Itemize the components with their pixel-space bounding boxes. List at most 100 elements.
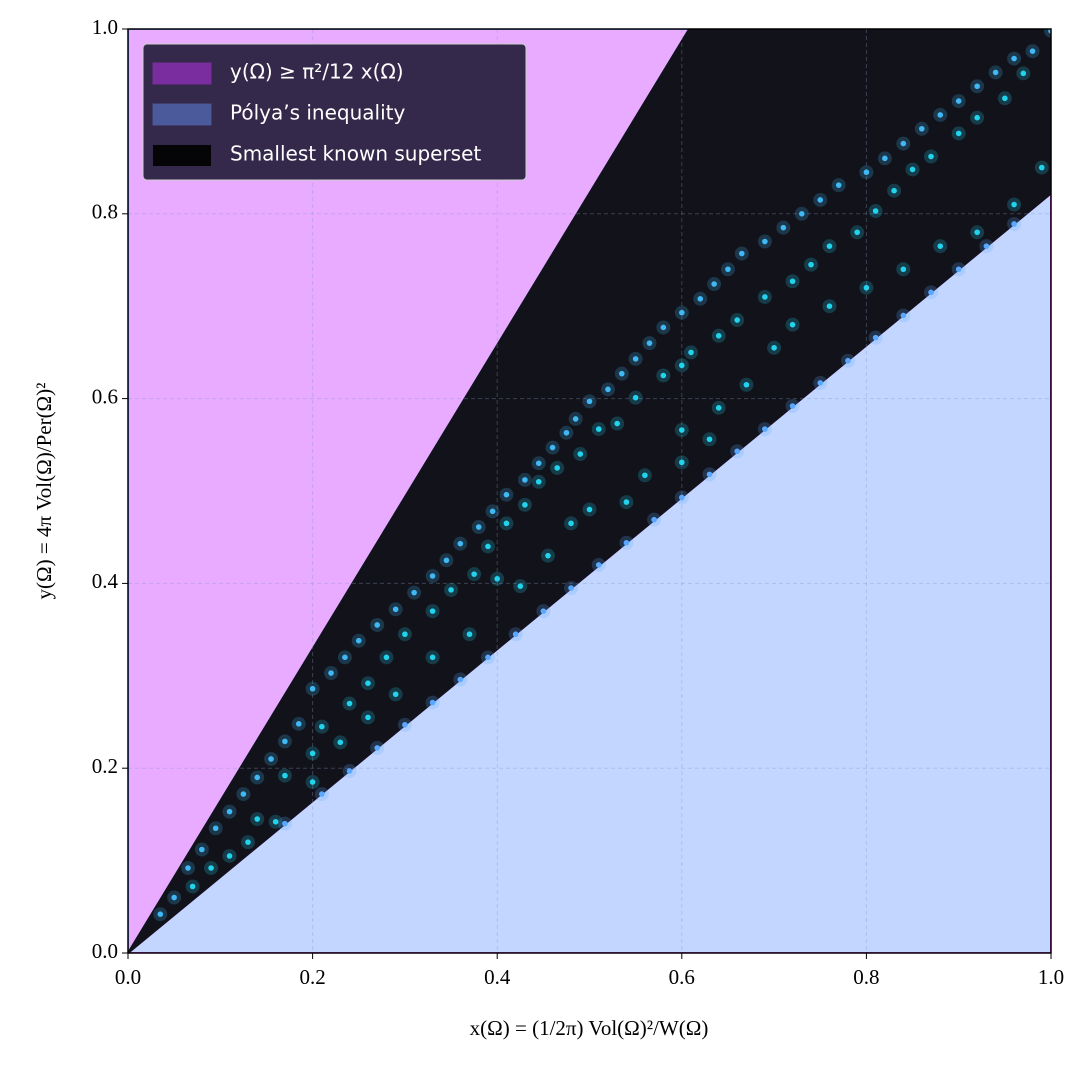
point	[872, 208, 879, 214]
point	[411, 589, 417, 596]
point	[503, 491, 510, 498]
point	[679, 362, 685, 369]
point	[457, 540, 464, 547]
point	[1011, 221, 1017, 227]
x-tick-label: 0.2	[299, 965, 325, 989]
x-tick-label: 1.0	[1038, 965, 1064, 989]
point	[309, 750, 316, 757]
point	[429, 608, 436, 614]
point	[789, 278, 796, 285]
point	[185, 865, 191, 871]
point	[928, 289, 934, 296]
point	[660, 324, 667, 331]
point	[646, 340, 653, 346]
point	[918, 125, 925, 132]
point	[992, 69, 999, 76]
point	[642, 472, 648, 479]
point	[605, 386, 611, 393]
point	[817, 197, 824, 203]
point	[614, 420, 620, 427]
point	[679, 494, 685, 501]
point	[226, 853, 233, 859]
point	[268, 756, 274, 762]
point	[471, 571, 477, 577]
point	[882, 155, 888, 162]
point	[189, 883, 196, 890]
point	[706, 436, 713, 443]
point	[485, 543, 491, 550]
point	[711, 281, 717, 287]
point	[485, 654, 491, 661]
point	[928, 153, 934, 160]
y-axis-label: y(Ω) = 4π Vol(Ω)/Per(Ω)²	[32, 383, 56, 600]
point	[734, 317, 740, 323]
point	[854, 229, 860, 236]
point	[346, 768, 353, 774]
point	[798, 211, 805, 217]
point	[295, 721, 302, 727]
point	[697, 296, 704, 302]
point	[679, 427, 685, 433]
point	[780, 224, 787, 231]
plot-area	[128, 29, 1051, 953]
point	[983, 243, 990, 249]
x-tick-label: 0.0	[115, 965, 141, 989]
point	[512, 631, 519, 638]
point	[374, 622, 381, 628]
point	[660, 372, 667, 379]
point	[586, 398, 593, 405]
point	[688, 349, 694, 356]
point	[577, 451, 584, 457]
point	[254, 774, 261, 781]
point	[1011, 201, 1017, 208]
point	[342, 654, 348, 661]
point	[457, 676, 464, 683]
point	[337, 739, 344, 746]
point	[282, 820, 288, 827]
point	[402, 721, 408, 728]
point	[632, 394, 639, 401]
point	[568, 520, 574, 527]
point	[706, 471, 713, 478]
point	[651, 516, 657, 523]
point	[891, 187, 897, 194]
y-tick-label: 1.0	[92, 15, 118, 39]
point	[900, 140, 907, 147]
point	[1038, 164, 1045, 171]
point	[715, 405, 722, 411]
legend-label: y(Ω) ≥ π²/12 x(Ω)	[230, 60, 404, 84]
point	[568, 585, 574, 591]
point	[974, 83, 980, 90]
point	[309, 685, 316, 692]
point	[328, 670, 334, 676]
point	[955, 130, 962, 137]
point	[365, 714, 371, 721]
point	[595, 426, 602, 432]
point	[817, 380, 824, 386]
point	[402, 631, 408, 638]
region	[128, 29, 1051, 953]
point	[955, 98, 962, 104]
point	[282, 772, 288, 779]
point	[623, 499, 630, 505]
point	[835, 182, 842, 188]
point	[974, 229, 980, 236]
point	[466, 631, 473, 638]
x-axis-label: x(Ω) = (1/2π) Vol(Ω)²/W(Ω)	[470, 1016, 709, 1040]
point	[554, 465, 560, 471]
point	[535, 460, 542, 467]
point	[383, 654, 390, 661]
point	[503, 520, 510, 527]
point	[319, 723, 325, 730]
point	[619, 370, 625, 377]
legend-swatch	[153, 145, 211, 166]
point	[845, 357, 851, 364]
point	[522, 477, 528, 483]
point	[789, 403, 796, 409]
point	[254, 816, 261, 822]
point	[475, 524, 482, 530]
point	[309, 779, 316, 785]
point	[909, 166, 916, 173]
point	[171, 894, 177, 901]
point	[632, 356, 639, 362]
